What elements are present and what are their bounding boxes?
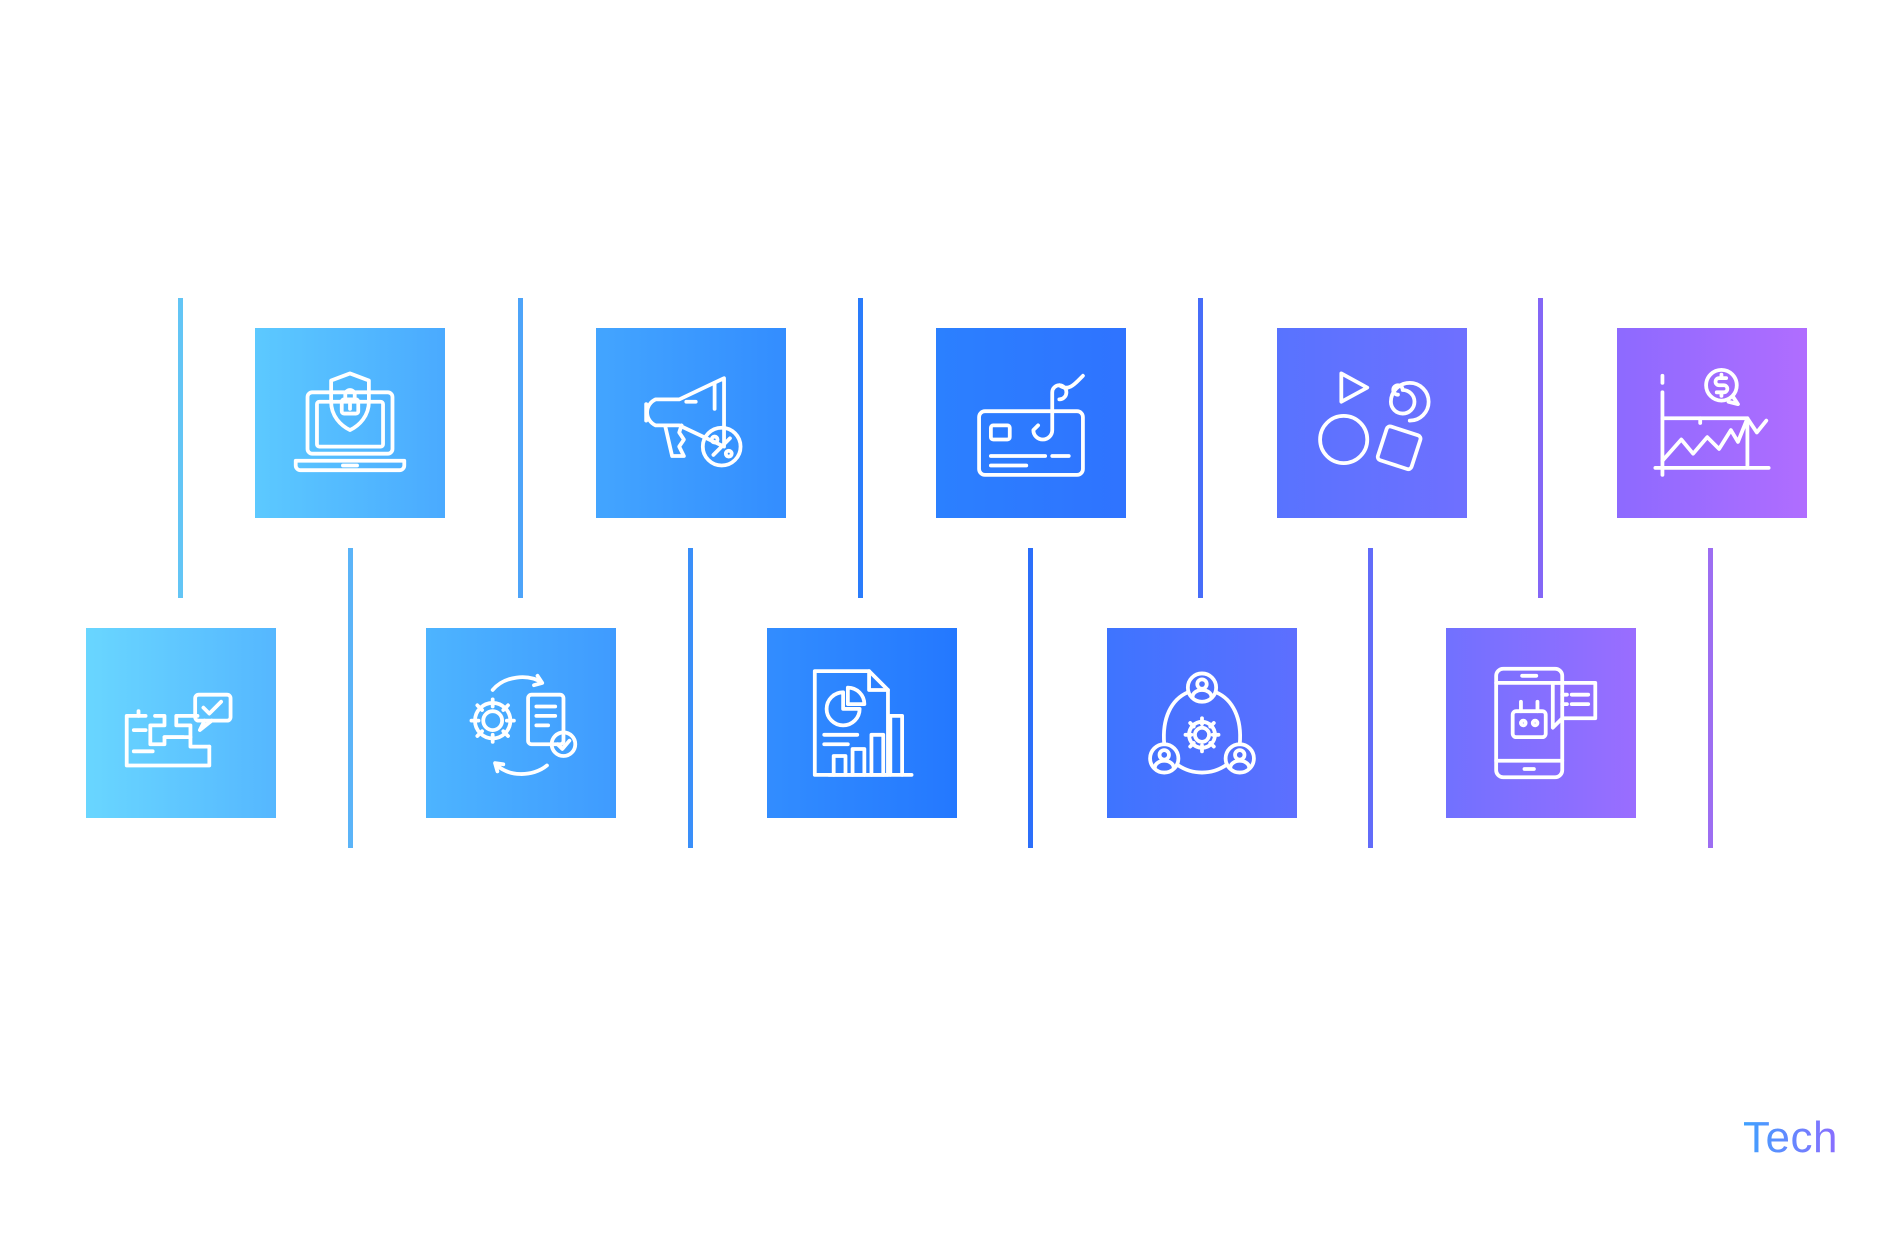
tile-report-analytics (767, 628, 957, 818)
connector-line-1 (178, 298, 183, 598)
team-gear-network-icon (1148, 671, 1256, 775)
brand-logo-text: Tech (1743, 1113, 1838, 1162)
tile-megaphone-discount (596, 328, 786, 518)
tile-mobile-robot-chat (1446, 628, 1636, 818)
connector-line-3 (518, 298, 523, 598)
gear-document-cycle-icon (469, 673, 578, 776)
connector-line-7 (1198, 298, 1203, 598)
puzzle-check-icon (124, 692, 233, 768)
tile-gear-document-cycle (426, 628, 616, 818)
card-phishing-icon (977, 373, 1085, 477)
connector-line-9 (1538, 298, 1543, 598)
connector-line-5 (858, 298, 863, 598)
connector-line-4 (688, 548, 693, 848)
megaphone-discount-icon (644, 376, 743, 468)
laptop-security-icon (293, 371, 407, 473)
finance-chart-icon (1653, 368, 1771, 477)
tile-finance-chart (1617, 328, 1807, 518)
connector-line-6 (1028, 548, 1033, 848)
shapes-icon (1318, 371, 1431, 472)
connector-line-8 (1368, 548, 1373, 848)
report-analytics-icon (812, 669, 914, 777)
mobile-robot-chat-icon (1494, 666, 1598, 780)
tile-shapes (1277, 328, 1467, 518)
connector-line-10 (1708, 548, 1713, 848)
tile-laptop-security (255, 328, 445, 518)
connector-line-2 (348, 548, 353, 848)
tile-puzzle-check (86, 628, 276, 818)
tile-card-phishing (936, 328, 1126, 518)
tile-team-gear-network (1107, 628, 1297, 818)
